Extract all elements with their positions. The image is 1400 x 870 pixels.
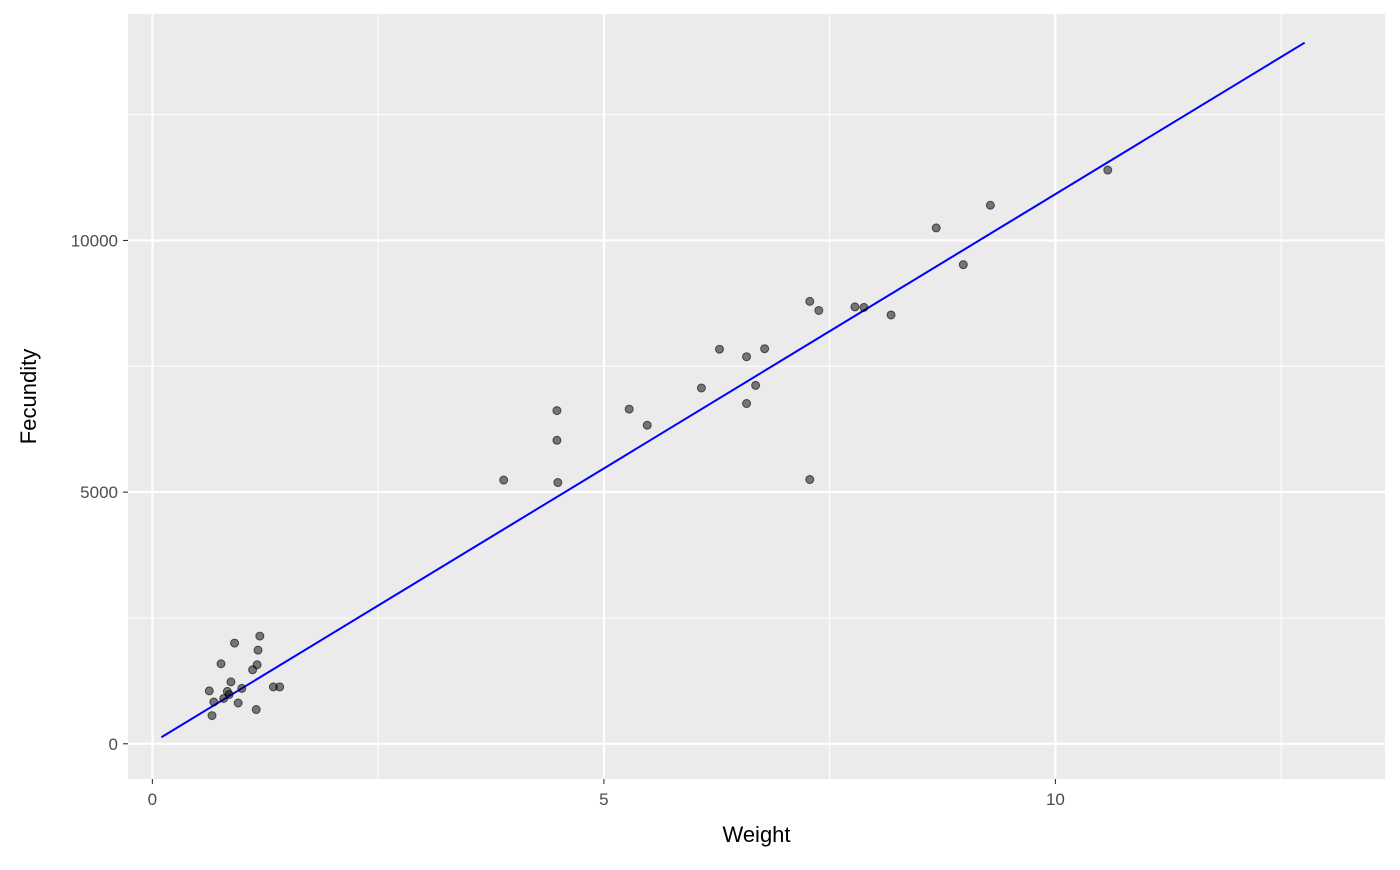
x-axis: 0 5 10	[148, 779, 1065, 809]
data-point	[552, 435, 562, 445]
x-tick-label: 10	[1046, 790, 1065, 809]
data-point	[209, 697, 219, 707]
data-point	[237, 683, 247, 693]
major-gridlines	[128, 14, 1385, 779]
data-point	[255, 631, 265, 641]
data-point	[859, 302, 869, 312]
data-point	[553, 478, 563, 488]
data-point	[216, 659, 226, 669]
data-point	[252, 660, 262, 670]
data-point	[251, 705, 261, 715]
data-point	[958, 260, 968, 270]
data-point	[742, 352, 752, 362]
plot-panel	[128, 14, 1385, 779]
data-point	[886, 310, 896, 320]
data-point	[624, 404, 634, 414]
data-point	[696, 383, 706, 393]
data-point	[230, 638, 240, 648]
data-point	[552, 406, 562, 416]
data-point	[204, 686, 214, 696]
minor-gridlines	[128, 14, 1385, 779]
data-point	[714, 344, 724, 354]
y-axis-title: Fecundity	[16, 349, 41, 444]
fit-line-layer	[160, 41, 1306, 739]
data-point	[985, 200, 995, 210]
data-point	[931, 223, 941, 233]
data-point	[742, 399, 752, 409]
data-point	[805, 296, 815, 306]
data-point	[253, 645, 263, 655]
y-axis: 0 5000 10000	[71, 231, 128, 754]
y-tick-label: 10000	[71, 231, 118, 250]
y-tick-label: 5000	[80, 483, 118, 502]
data-point	[1103, 165, 1113, 175]
data-point	[642, 420, 652, 430]
data-point	[207, 711, 217, 721]
data-point	[760, 344, 770, 354]
y-tick-label: 0	[109, 735, 118, 754]
data-point	[233, 698, 243, 708]
x-tick-label: 0	[148, 790, 157, 809]
x-tick-label: 5	[599, 790, 608, 809]
data-point	[226, 677, 236, 687]
x-axis-title: Weight	[722, 822, 790, 847]
data-point	[805, 475, 815, 485]
regression-line	[160, 41, 1306, 739]
data-point	[814, 305, 824, 315]
points-layer	[204, 165, 1113, 721]
data-point	[499, 475, 509, 485]
data-point	[275, 682, 285, 692]
data-point	[751, 380, 761, 390]
data-point	[850, 302, 860, 312]
data-point	[224, 689, 234, 699]
